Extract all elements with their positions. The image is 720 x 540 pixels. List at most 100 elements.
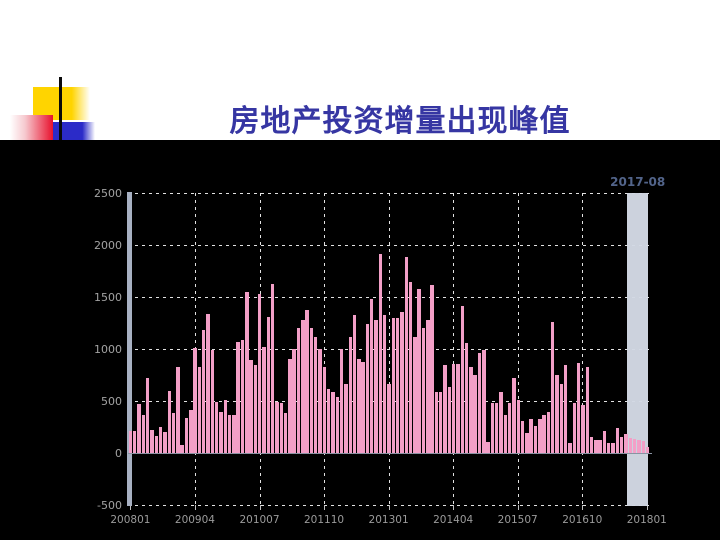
bar-month — [585, 366, 589, 454]
bar-month — [292, 348, 296, 454]
bar-month — [163, 432, 167, 454]
y-tick-label: 500 — [101, 394, 122, 408]
bar-month — [520, 421, 525, 454]
bar-month — [206, 313, 210, 454]
bar-month — [270, 284, 275, 454]
bar-month — [158, 427, 163, 454]
bar-month — [477, 353, 482, 454]
x-tick-label: 201801 — [626, 514, 667, 527]
bar-month — [434, 391, 439, 454]
y-tick-label: 1500 — [94, 290, 122, 304]
bar-month — [279, 403, 283, 454]
bar-month — [326, 388, 331, 454]
bar-month — [499, 391, 503, 454]
y-tick-label: 2000 — [94, 238, 122, 252]
bar-month — [344, 383, 348, 454]
bar-month — [516, 400, 520, 454]
slide-title: 房地产投资增量出现峰值 — [229, 104, 571, 139]
bar-month — [395, 318, 400, 454]
bar-month — [176, 366, 180, 454]
bar-month — [387, 383, 391, 454]
y-tick-label: -500 — [97, 498, 122, 512]
bar-month — [512, 378, 516, 454]
bar-month — [296, 328, 301, 454]
bar-month — [171, 413, 176, 454]
bar-month — [551, 322, 555, 454]
bar-month — [288, 358, 292, 454]
bar-month — [482, 350, 486, 454]
y-tick-label: 1000 — [94, 342, 122, 356]
bar-month — [339, 348, 344, 454]
bar-month — [628, 437, 633, 454]
bar-month — [391, 318, 396, 454]
bar-month — [490, 403, 495, 454]
bar-month — [219, 411, 223, 454]
bar-month — [309, 328, 314, 454]
bar-month — [301, 320, 305, 454]
bar-month — [133, 431, 137, 454]
bar-month — [232, 415, 236, 454]
latest-date-label: 2017-08 — [610, 175, 666, 189]
bar-month — [404, 257, 408, 454]
bar-month — [245, 291, 249, 454]
bar-month — [202, 330, 206, 454]
bar-month — [189, 410, 193, 454]
x-tick-label: 200904 — [174, 514, 215, 527]
bar-month — [210, 350, 215, 454]
bar-month — [438, 391, 443, 454]
decoration-red-square — [10, 115, 53, 140]
bar-month — [568, 443, 572, 454]
bar-month — [525, 432, 529, 454]
bar-month — [542, 415, 546, 454]
bar-month — [645, 447, 650, 454]
bar-month — [314, 336, 318, 454]
bar-month — [576, 363, 581, 454]
bar-month — [507, 403, 512, 454]
bar-month — [624, 433, 628, 454]
bar-month — [529, 418, 533, 454]
bar-month — [594, 439, 598, 454]
x-tick-label: 201007 — [239, 514, 280, 527]
chart-panel: 2500 2000 1500 1000 500 0 -500 200801 200904 201… — [0, 140, 720, 540]
bar-month — [223, 400, 227, 454]
bar-month — [572, 403, 576, 454]
bar-month — [150, 429, 154, 454]
bar-month — [145, 378, 150, 454]
bar-month — [361, 361, 365, 454]
bar-month — [227, 414, 232, 454]
x-tick-label: 201110 — [304, 514, 345, 527]
bar-month — [495, 403, 499, 454]
bar-month — [563, 365, 568, 454]
bar-month — [370, 298, 374, 454]
plot-area: 2500 2000 1500 1000 500 0 -500 200801 200904 201… — [0, 140, 720, 540]
bar-month — [589, 436, 594, 454]
bar-month — [318, 348, 322, 454]
bar-month — [611, 443, 615, 454]
x-tick-label: 201301 — [368, 514, 409, 527]
bar-month — [382, 315, 387, 454]
bar-month — [533, 426, 538, 454]
bar-month — [214, 401, 219, 454]
bar-month — [275, 401, 279, 454]
bar-month — [365, 323, 370, 454]
bar-month — [559, 383, 564, 454]
bar-month — [615, 428, 620, 454]
x-tick-label: 201507 — [497, 514, 538, 527]
bar-month — [641, 441, 645, 454]
bar-month — [357, 358, 361, 454]
bar-month — [460, 305, 464, 454]
bar-month — [305, 310, 309, 454]
bar-month — [426, 320, 430, 454]
y-axis-bar — [127, 192, 132, 506]
bar-month — [128, 431, 133, 454]
bar-month — [400, 311, 404, 454]
bar-month — [322, 366, 327, 454]
bar-month — [637, 440, 641, 454]
bar-month — [154, 436, 159, 454]
bar-month — [486, 441, 490, 454]
bar-month — [464, 343, 469, 454]
bar-month — [443, 365, 447, 454]
bar-month — [473, 375, 477, 454]
bar-month — [447, 386, 452, 454]
bar-month — [421, 328, 426, 454]
